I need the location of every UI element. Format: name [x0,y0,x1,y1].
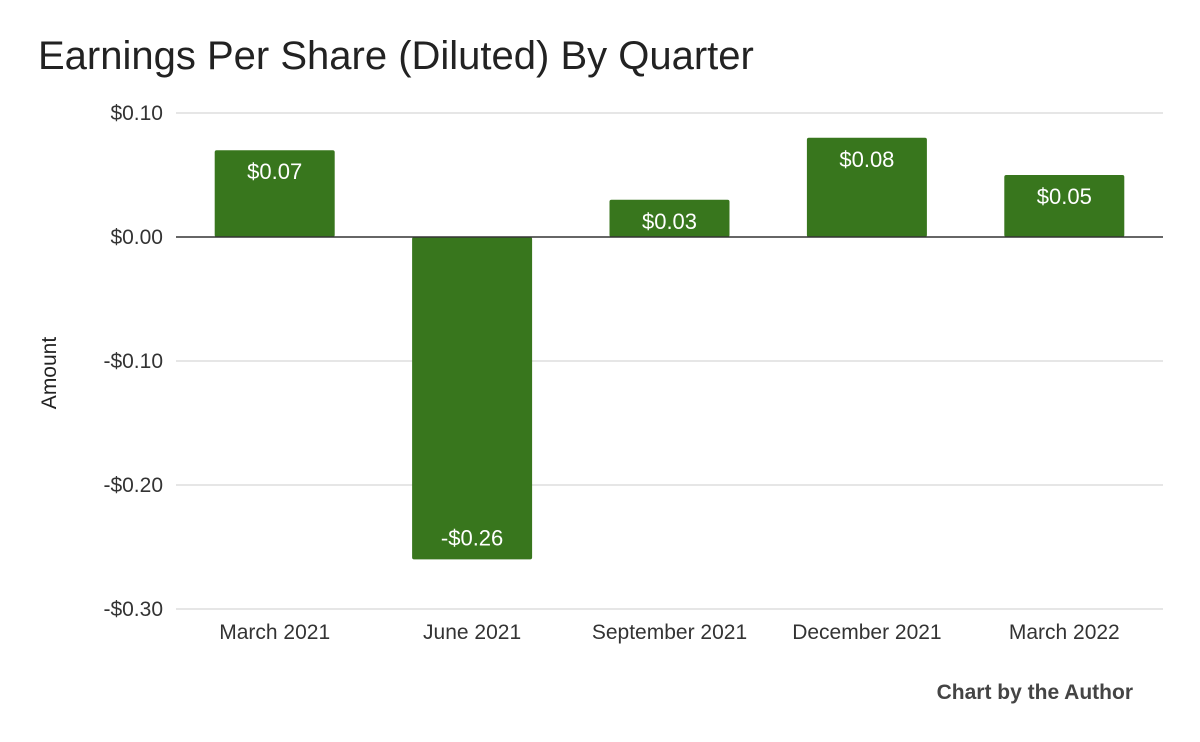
y-axis-title: Amount [38,337,61,410]
x-axis-tick-labels: March 2021 June 2021 September 2021 Decembe… [219,621,1120,644]
bar [412,237,533,560]
data-labels: $0.07 -$0.26 $0.03 $0.08 $0.05 [247,147,1092,551]
data-label: $0.03 [642,209,697,234]
bar [609,199,730,237]
chart-credit: Chart by the Author [937,681,1133,704]
x-tick-label: March 2022 [1009,621,1120,644]
bars [214,137,1125,560]
y-tick-label: $0.00 [110,226,163,249]
data-label: $0.05 [1037,184,1092,209]
bar [1004,175,1125,237]
y-tick-label: -$0.20 [103,474,163,497]
data-label: $0.07 [247,159,302,184]
gridlines [176,112,1163,610]
y-tick-label: $0.10 [110,102,163,125]
x-tick-label: December 2021 [792,621,941,644]
chart-title: Earnings Per Share (Diluted) By Quarter [38,34,754,78]
y-tick-label: -$0.30 [103,598,163,621]
x-tick-label: June 2021 [423,621,521,644]
data-label: $0.08 [839,147,894,172]
x-tick-label: September 2021 [592,621,747,644]
bar [214,150,335,237]
data-label: -$0.26 [441,525,503,550]
y-axis-tick-labels: $0.10 $0.00 -$0.10 -$0.20 -$0.30 [103,102,163,621]
x-tick-label: March 2021 [219,621,330,644]
y-tick-label: -$0.10 [103,350,163,373]
bar [806,137,927,237]
